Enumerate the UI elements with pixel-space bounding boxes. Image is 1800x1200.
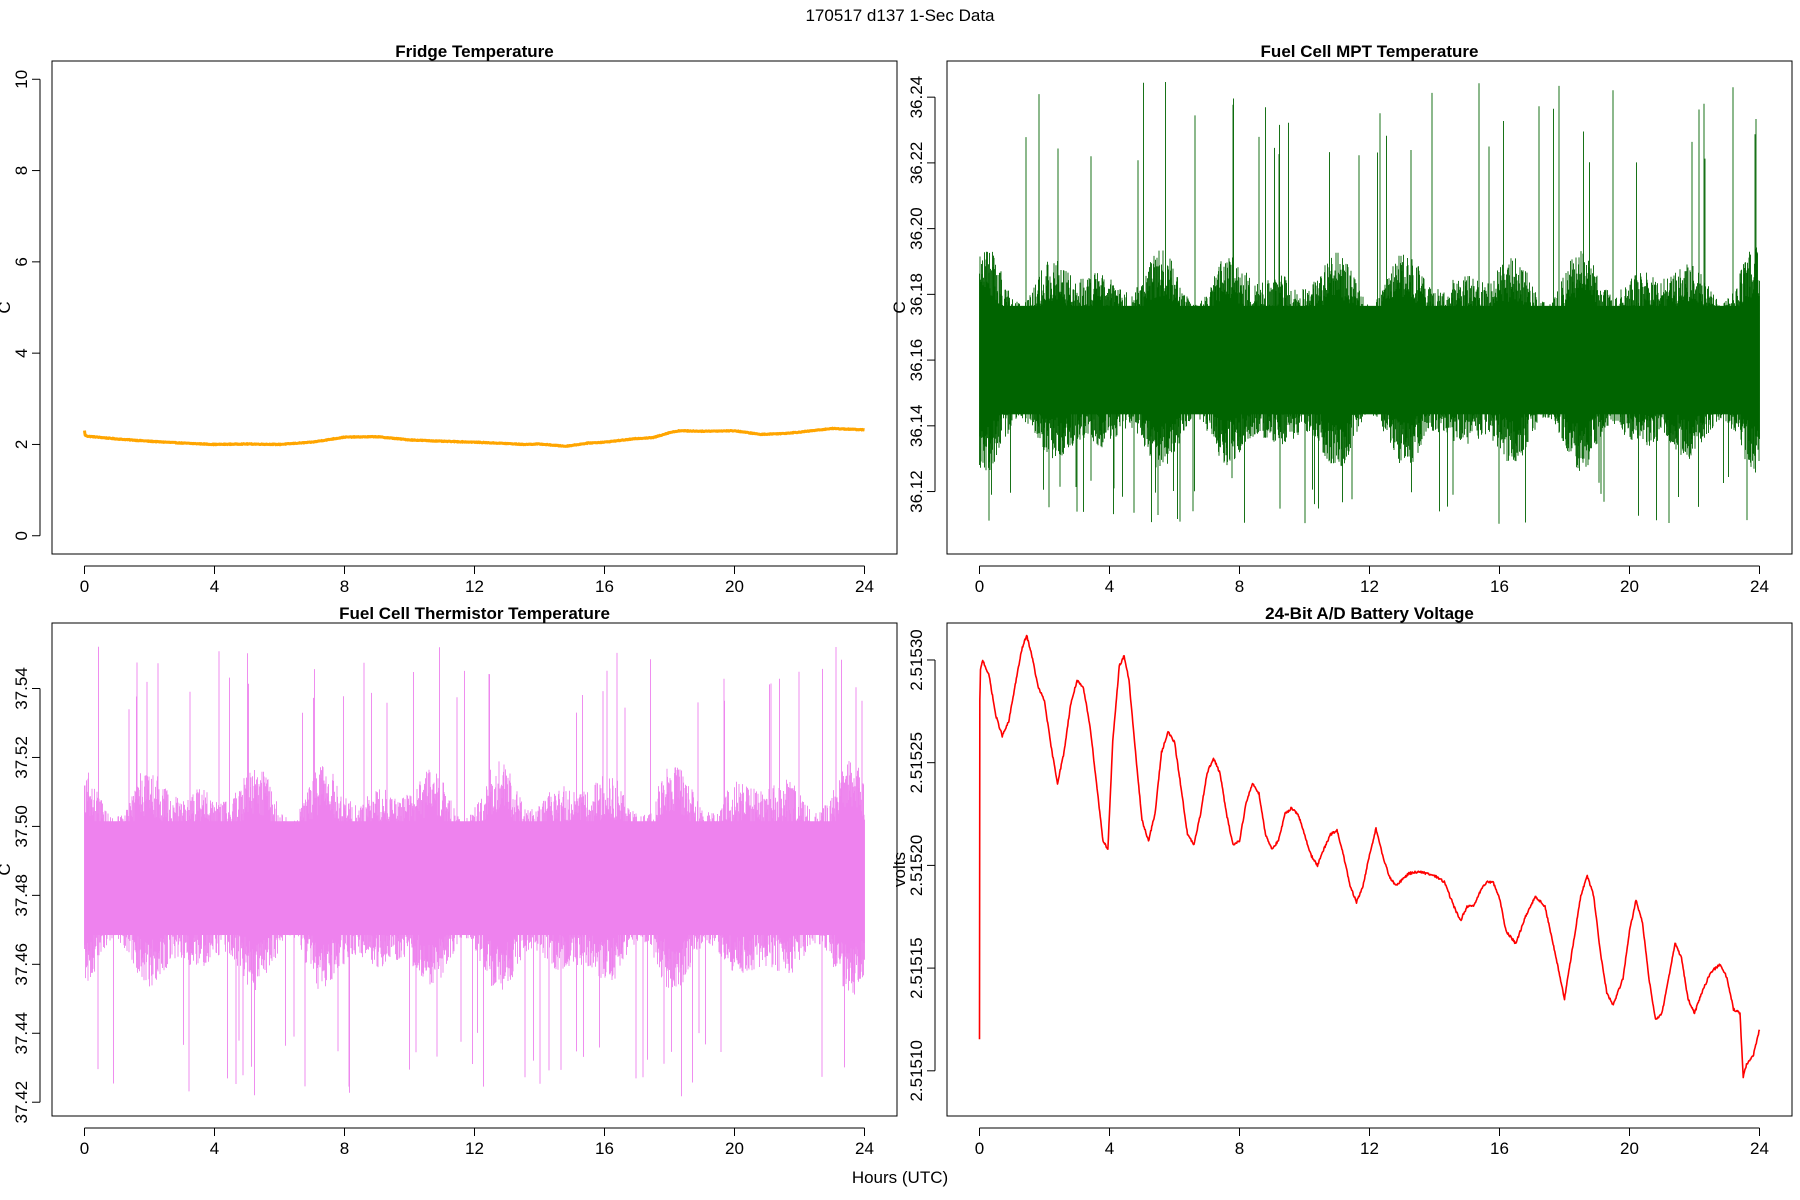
x-tick-label: 8 [340,1139,349,1158]
x-tick-label: 8 [1235,1139,1244,1158]
plot-frame [946,622,1793,1117]
y-tick-label: 2.51525 [907,732,926,793]
y-tick-label: 8 [12,166,31,175]
y-tick-label: 0 [12,531,31,540]
y-tick-label: 10 [12,70,31,89]
x-tick-label: 20 [1620,577,1639,596]
x-tick-label: 8 [1235,577,1244,596]
series-line [83,426,866,448]
x-tick-label: 8 [340,577,349,596]
y-tick-label: 2.51520 [907,835,926,896]
x-axis-label: Hours (UTC) [851,1168,949,1187]
x-tick-label: 16 [1490,577,1509,596]
series-core-band [979,305,1760,415]
y-tick-label: 37.50 [12,805,31,848]
x-tick-label: 12 [1360,1139,1379,1158]
y-tick-label: 37.46 [12,943,31,986]
x-tick-label: 24 [1750,577,1769,596]
y-tick-label: 37.42 [12,1081,31,1124]
x-tick-label: 0 [80,577,89,596]
x-tick-label: 4 [210,577,219,596]
y-axis-label: volts [890,852,909,887]
x-tick-label: 12 [1360,577,1379,596]
x-tick-label: 4 [1105,577,1114,596]
y-tick-label: 36.16 [907,339,926,382]
x-tick-label: 0 [975,1139,984,1158]
x-tick-label: 0 [80,1139,89,1158]
x-axis: 0 4 8 12 16 20 24 [80,565,874,596]
y-tick-label: 4 [12,348,31,357]
y-tick-label: 37.52 [12,736,31,779]
y-tick-label: 36.18 [907,273,926,316]
y-tick-label: 36.20 [907,207,926,250]
y-axis: 37.42 37.44 37.46 37.48 37.50 37.52 37.54 [12,667,41,1124]
y-tick-label: 6 [12,257,31,266]
chart-title: Fuel Cell MPT Temperature [1261,42,1479,61]
y-tick-label: 2.51515 [907,937,926,998]
series-core-band [84,821,865,936]
y-tick-label: 37.44 [12,1012,31,1055]
x-tick-label: 24 [855,577,874,596]
chart-title: 24-Bit A/D Battery Voltage [1265,604,1474,623]
x-tick-label: 4 [210,1139,219,1158]
y-tick-label: 2 [12,440,31,449]
y-axis-label: C [0,301,14,313]
x-tick-label: 16 [1490,1139,1509,1158]
plot-area [979,82,1760,524]
y-axis: 36.12 36.14 36.16 36.18 36.20 36.22 36.24 [907,76,936,513]
x-tick-label: 24 [855,1139,874,1158]
x-axis: 0 4 8 12 16 20 24 [975,1127,1769,1158]
y-tick-label: 2.51530 [907,629,926,690]
y-tick-label: 36.14 [907,405,926,448]
y-axis-label: C [0,863,14,875]
x-tick-label: 16 [595,1139,614,1158]
x-axis: 0 4 8 12 16 20 24 [975,565,1769,596]
x-tick-label: 12 [465,577,484,596]
x-tick-label: 4 [1105,1139,1114,1158]
plot-area [84,646,865,1097]
y-tick-label: 36.24 [907,76,926,119]
x-tick-label: 20 [725,1139,744,1158]
x-tick-label: 16 [595,577,614,596]
chart-title: Fridge Temperature [395,42,553,61]
x-tick-label: 24 [1750,1139,1769,1158]
y-axis-label: C [890,301,909,313]
plot-frame [51,60,898,555]
x-axis: 0 4 8 12 16 20 24 [80,1127,874,1158]
y-tick-label: 2.51510 [907,1040,926,1101]
y-axis: 2.51510 2.51515 2.51520 2.51525 2.51530 [907,629,936,1102]
plot-frame [946,60,1793,555]
x-tick-label: 12 [465,1139,484,1158]
y-tick-label: 36.22 [907,142,926,185]
plot-area [978,634,1761,1079]
plot-area [83,426,866,448]
y-axis: 0 2 4 6 8 10 [12,70,41,540]
chart-title: Fuel Cell Thermistor Temperature [339,604,610,623]
y-tick-label: 36.12 [907,470,926,513]
x-tick-label: 20 [1620,1139,1639,1158]
y-tick-label: 37.54 [12,667,31,710]
x-tick-label: 20 [725,577,744,596]
y-tick-label: 37.48 [12,874,31,917]
plot-frame [51,622,898,1117]
x-tick-label: 0 [975,577,984,596]
page-title: 170517 d137 1-Sec Data [805,6,995,25]
series-line [978,634,1761,1079]
